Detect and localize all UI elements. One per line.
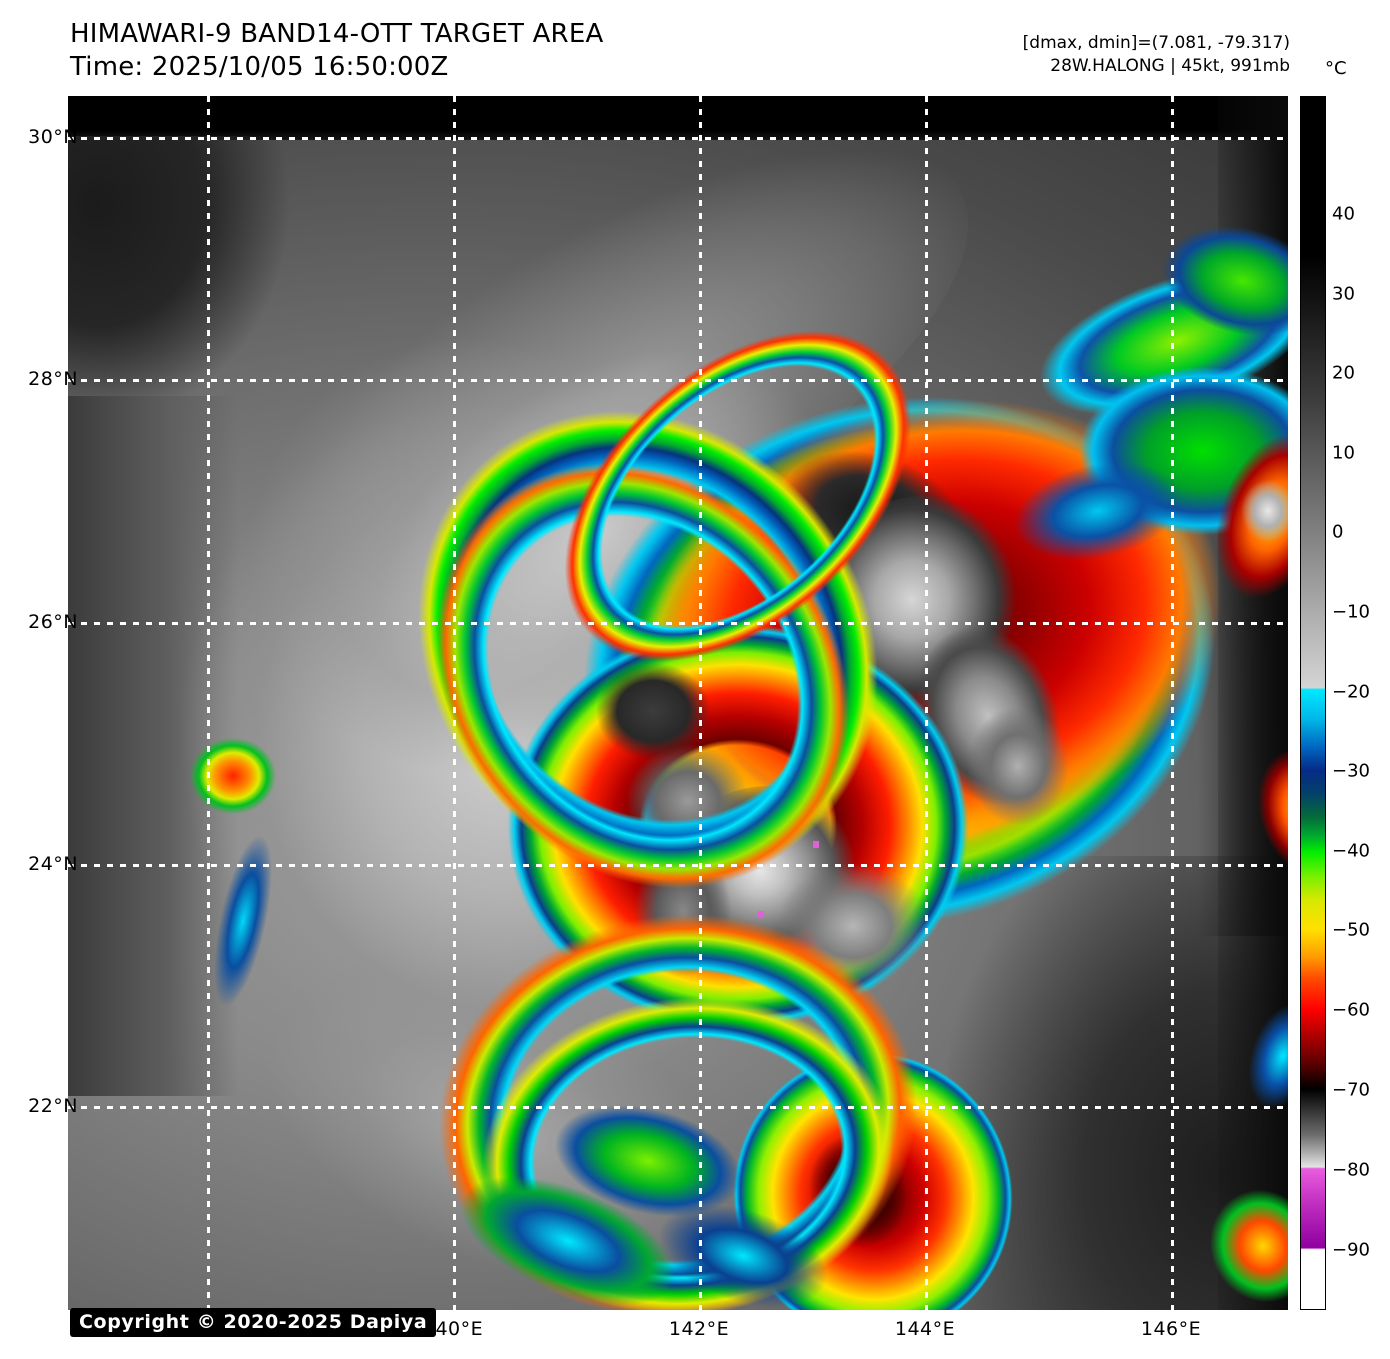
colorbar-tick-neg60: −60	[1332, 999, 1370, 1021]
lat-tick-26n: 26°N	[28, 611, 78, 633]
colorbar-tick-neg90: −90	[1332, 1239, 1370, 1261]
storm-info-readout: 28W.HALONG | 45kt, 991mb	[1050, 56, 1290, 76]
timestamp-line: Time: 2025/10/05 16:50:00Z	[70, 52, 449, 82]
temperature-colorbar	[1300, 96, 1326, 1310]
colorbar-tick-0: 0	[1332, 521, 1344, 543]
metadata-block: [dmax, dmin]=(7.081, -79.317) 28W.HALONG…	[1023, 32, 1290, 78]
lat-tick-28n: 28°N	[28, 368, 78, 390]
colorbar-tick-10: 10	[1332, 442, 1355, 464]
lat-tick-30n: 30°N	[28, 126, 78, 148]
colorbar-tick-neg20: −20	[1332, 681, 1370, 703]
colorbar-tick-neg70: −70	[1332, 1079, 1370, 1101]
lon-tick-140e: 140°E	[422, 1318, 484, 1340]
lon-tick-144e: 144°E	[894, 1318, 956, 1340]
colorbar-tick-neg50: −50	[1332, 919, 1370, 941]
satellite-imagery-layer	[68, 96, 1288, 1310]
colorbar-gradient	[1301, 97, 1325, 1309]
copyright-watermark: Copyright © 2020-2025 Dapiya	[70, 1308, 437, 1337]
lon-tick-146e: 146°E	[1140, 1318, 1202, 1340]
colorbar-tick-40: 40	[1332, 203, 1355, 225]
colorbar-tick-neg80: −80	[1332, 1159, 1370, 1181]
page-title: HIMAWARI-9 BAND14-OTT TARGET AREA	[70, 19, 604, 49]
dmax-dmin-readout: [dmax, dmin]=(7.081, -79.317)	[1022, 33, 1290, 53]
colorbar-tick-neg10: −10	[1332, 601, 1370, 623]
colorbar-tick-30: 30	[1332, 283, 1355, 305]
lon-tick-142e: 142°E	[668, 1318, 730, 1340]
colorbar-tick-neg30: −30	[1332, 760, 1370, 782]
colorbar-tick-20: 20	[1332, 362, 1355, 384]
title-block: HIMAWARI-9 BAND14-OTT TARGET AREA Time: …	[70, 18, 603, 84]
colorbar-tick-neg40: −40	[1332, 840, 1370, 862]
colorbar-unit-label: °C	[1325, 58, 1347, 79]
lat-tick-22n: 22°N	[28, 1095, 78, 1117]
lat-tick-24n: 24°N	[28, 853, 78, 875]
satellite-image-plot	[68, 96, 1288, 1310]
